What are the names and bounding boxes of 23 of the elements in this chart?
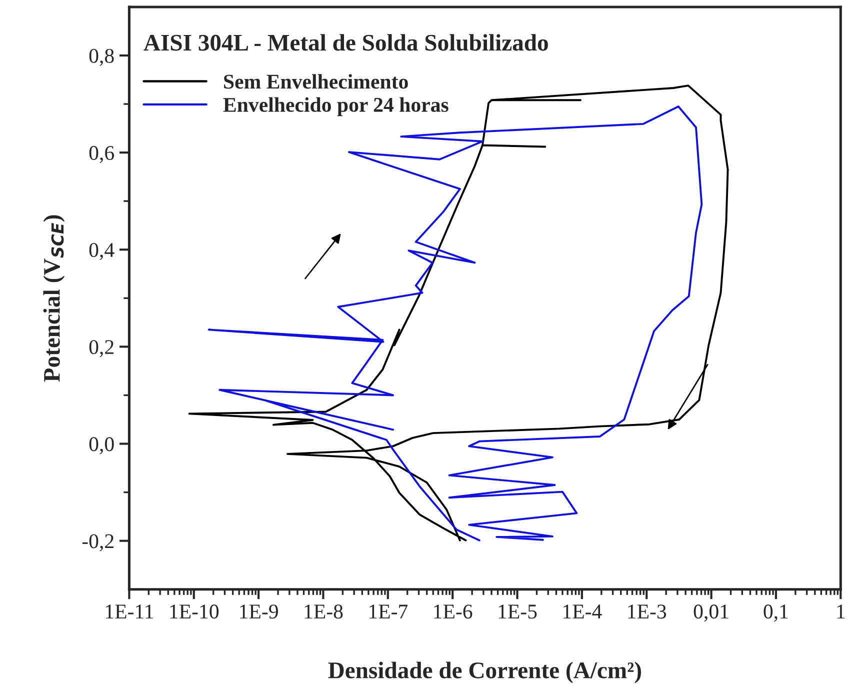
x-tick-label: 1E-6 [434, 604, 472, 619]
y-tick-label: -0,2 [82, 534, 114, 552]
x-tick-label: 0,1 [764, 604, 788, 622]
x-tick-label: 1E-3 [628, 604, 666, 619]
y-tick-label: 0,2 [89, 340, 114, 358]
x-tick-label: 1E-7 [369, 604, 408, 618]
y-tick-label: 0,6 [89, 146, 114, 163]
y-tick-label: 0,4 [89, 242, 114, 260]
y-tick-label: 0,8 [89, 48, 114, 66]
legend-label: Envelhecido por 24 horas [223, 97, 448, 116]
x-tick-label: 1 [837, 604, 845, 618]
x-tick-label: 1E-4 [564, 604, 602, 618]
legend-label: Sem Envelhecimento [224, 74, 408, 89]
x-tick-label: 1E-10 [170, 604, 219, 619]
x-tick-label: 1E-11 [106, 604, 154, 618]
x-axis-title: Densidade de Corrente (A/cm²) [328, 662, 641, 684]
x-tick-label: 0,01 [694, 604, 728, 622]
y-axis-title: Potencial (V$_{SCE}$) [43, 215, 65, 382]
x-tick-label: 1E-5 [498, 604, 537, 619]
x-tick-label: 1E-9 [240, 604, 278, 619]
x-tick-label: 1E-8 [304, 604, 343, 619]
y-tick-label: 0,0 [89, 437, 114, 454]
text: AISI 304L - Metal de Solda Solubilizado [144, 34, 548, 51]
